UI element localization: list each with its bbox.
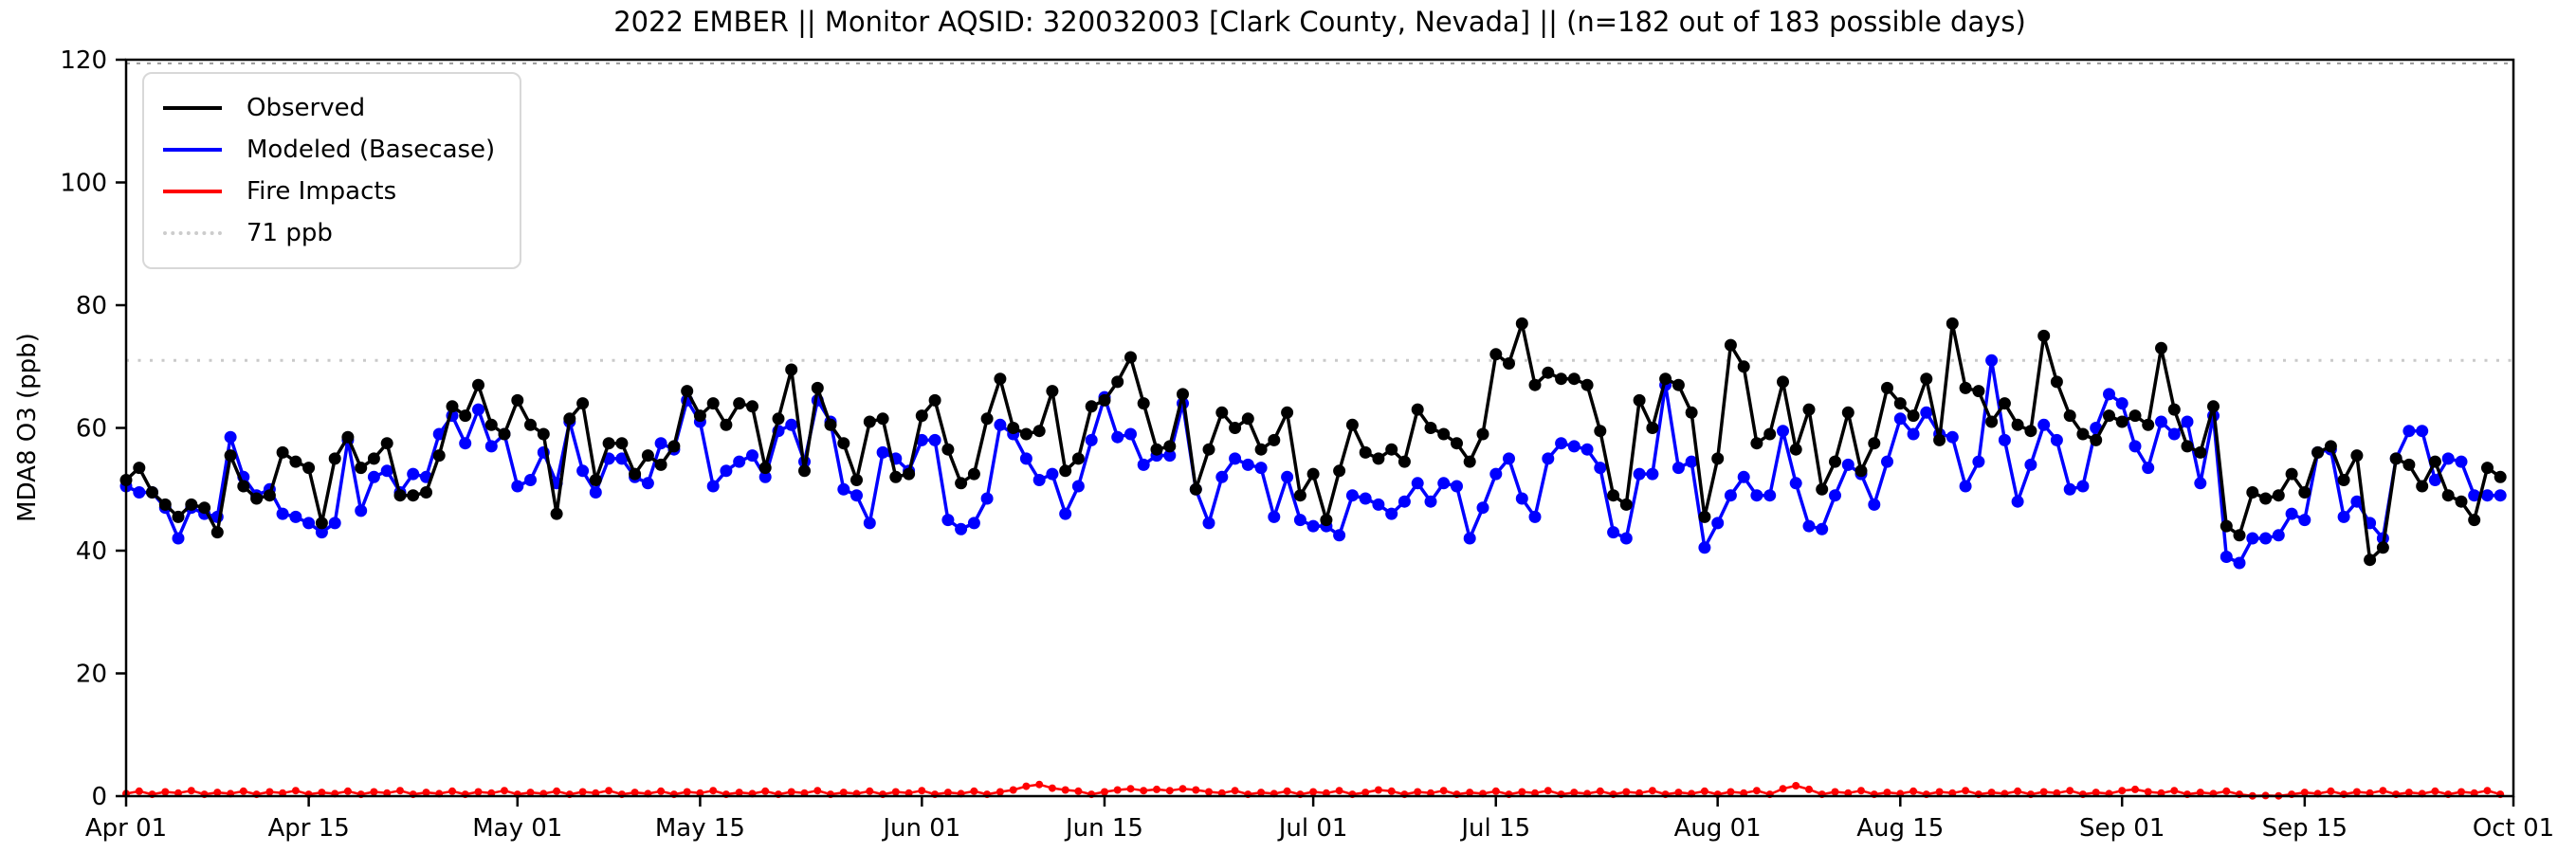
y-tick-label: 20 — [76, 661, 107, 689]
y-tick-label: 80 — [76, 292, 107, 320]
legend-item-observed: Observed — [163, 87, 495, 129]
chart-title: 2022 EMBER || Monitor AQSID: 320032003 [… — [613, 6, 2026, 38]
y-tick-label: 0 — [91, 783, 107, 811]
x-tick-label: Apr 15 — [267, 814, 349, 843]
x-tick-label: Jul 01 — [1277, 814, 1348, 843]
observed-markers — [119, 317, 2507, 567]
y-tick-label: 40 — [76, 537, 107, 566]
x-axis-ticks: Apr 01 Apr 15 May 01 May 15 Jun 01 Jun 15 Jul … — [85, 796, 2554, 843]
fire-line-sample — [163, 190, 222, 193]
x-tick-label: Aug 01 — [1674, 814, 1762, 843]
x-tick-label: Apr 01 — [85, 814, 167, 843]
legend-label-modeled: Modeled (Basecase) — [247, 136, 496, 164]
fire-impacts-series — [122, 780, 2505, 800]
legend-label-observed: Observed — [247, 94, 366, 122]
observed-line-sample — [163, 106, 222, 110]
modeled-basecase-line — [125, 358, 2501, 565]
y-tick-label: 120 — [60, 46, 107, 75]
y-tick-label: 60 — [76, 415, 107, 444]
x-tick-label: Sep 15 — [2262, 814, 2348, 843]
legend-label-threshold: 71 ppb — [247, 219, 333, 247]
observed-series — [119, 317, 2507, 567]
x-tick-label: May 15 — [655, 814, 745, 843]
y-tick-label: 100 — [60, 170, 107, 198]
legend-item-threshold: 71 ppb — [163, 212, 495, 254]
x-tick-label: Oct 01 — [2473, 814, 2554, 843]
x-tick-label: Sep 01 — [2079, 814, 2165, 843]
legend-box: Observed Modeled (Basecase) Fire Impacts… — [142, 72, 522, 269]
legend-label-fire: Fire Impacts — [247, 177, 397, 206]
x-tick-label: Jun 15 — [1064, 814, 1143, 843]
y-axis-ticks: 0 20 40 60 80 100 120 — [60, 46, 126, 811]
x-tick-label: Jul 15 — [1459, 814, 1530, 843]
legend-item-modeled: Modeled (Basecase) — [163, 129, 495, 171]
x-tick-label: May 01 — [472, 814, 562, 843]
modeled-line-sample — [163, 148, 222, 152]
x-tick-label: Jun 01 — [881, 814, 960, 843]
x-tick-label: Aug 15 — [1856, 814, 1944, 843]
threshold-line-sample — [163, 231, 222, 235]
legend-item-fire: Fire Impacts — [163, 171, 495, 212]
